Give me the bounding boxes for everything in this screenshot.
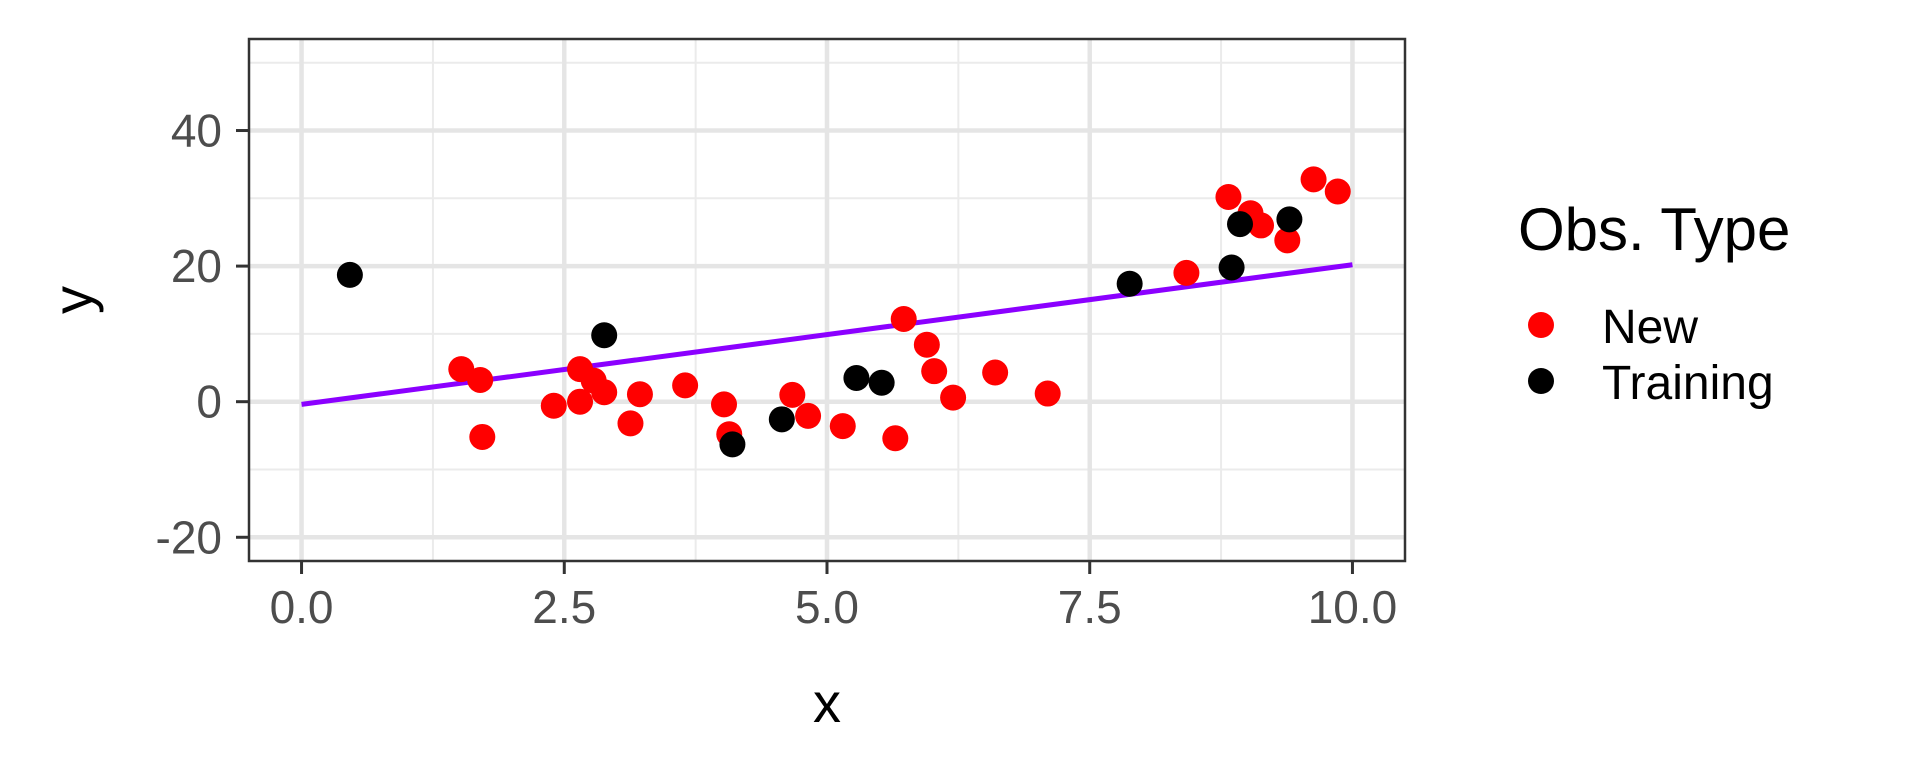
point-new [567, 388, 594, 415]
point-training [591, 322, 618, 349]
legend-label-new: New [1602, 301, 1698, 354]
point-new [1034, 380, 1061, 407]
point-training [1276, 206, 1303, 233]
point-new [1300, 166, 1327, 193]
point-new [913, 331, 940, 358]
grid-major-lines [249, 39, 1405, 561]
point-training [768, 406, 795, 433]
y-tick-label: 40 [171, 105, 222, 157]
point-new [448, 356, 475, 383]
point-new [882, 425, 909, 452]
point-new [890, 305, 917, 332]
point-new [1215, 183, 1242, 210]
point-new [1248, 212, 1275, 239]
y-tick-label: 0 [196, 376, 222, 428]
x-tick-label: 7.5 [1058, 581, 1122, 633]
point-new [1274, 227, 1301, 254]
point-new [617, 410, 644, 437]
point-new [540, 392, 567, 419]
point-new [795, 402, 822, 429]
x-tick-label: 10.0 [1308, 581, 1398, 633]
y-axis-ticks: -20 0 20 40 [156, 105, 249, 563]
point-new [921, 358, 948, 385]
point-new [940, 384, 967, 411]
point-new [469, 423, 496, 450]
point-new [467, 366, 494, 393]
y-tick-label: -20 [156, 511, 222, 563]
point-training [1227, 211, 1254, 238]
point-training [336, 261, 363, 288]
legend-title: Obs. Type [1518, 196, 1790, 263]
y-axis-title: y [41, 286, 104, 314]
point-training [719, 431, 746, 458]
point-training [1218, 254, 1245, 281]
x-tick-label: 0.0 [270, 581, 334, 633]
y-tick-label: 20 [171, 240, 222, 292]
point-new [711, 391, 738, 418]
point-training [843, 364, 870, 391]
point-training [868, 369, 895, 396]
legend-swatch-training [1528, 368, 1554, 394]
x-axis-ticks: 0.0 2.5 5.0 7.5 10.0 [270, 561, 1398, 633]
legend-label-training: Training [1602, 357, 1774, 410]
x-tick-label: 5.0 [795, 581, 859, 633]
legend-swatch-new [1528, 312, 1554, 338]
legend: Obs. Type New Training [1518, 196, 1790, 410]
x-tick-label: 2.5 [532, 581, 596, 633]
point-new [672, 372, 699, 399]
point-new [591, 379, 618, 406]
point-new [1173, 259, 1200, 286]
x-axis-title: x [813, 671, 841, 734]
point-new [779, 381, 806, 408]
point-new [829, 413, 856, 440]
point-new [982, 359, 1009, 386]
data-points [336, 166, 1351, 458]
point-training [1116, 270, 1143, 297]
point-new [1324, 178, 1351, 205]
point-new [626, 381, 653, 408]
